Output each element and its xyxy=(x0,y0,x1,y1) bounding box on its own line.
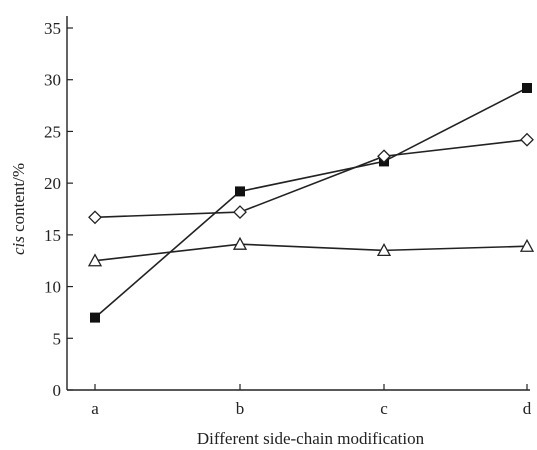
data-point-open-diamond xyxy=(88,210,102,225)
y-tick-label: 10 xyxy=(44,278,61,297)
y-ticks: 0 5 10 15 20 25 30 35 xyxy=(44,19,73,400)
y-tick-label: 0 xyxy=(53,381,62,400)
data-point-open-triangle xyxy=(232,236,248,250)
x-tick-label: c xyxy=(380,399,388,418)
x-axis-title: Different side-chain modification xyxy=(197,429,425,448)
data-point-open-diamond xyxy=(377,149,391,164)
series-line-filled-square xyxy=(94,87,528,319)
series-line-open-triangle xyxy=(94,243,528,262)
y-tick-label: 5 xyxy=(53,329,62,348)
y-tick-label: 25 xyxy=(44,122,61,141)
y-axis-title-rest: content/% xyxy=(9,163,28,236)
series-line-open-diamond xyxy=(94,138,528,219)
axes xyxy=(66,16,530,391)
series-filled-square xyxy=(90,82,532,323)
x-ticks: a b c d xyxy=(91,384,532,418)
x-tick-label: a xyxy=(91,399,99,418)
y-axis-title: cis content/% xyxy=(9,163,28,255)
y-axis-title-italic: cis xyxy=(9,236,28,255)
data-point-open-diamond xyxy=(233,205,247,220)
series-open-diamond xyxy=(88,132,534,225)
series-layer xyxy=(87,82,535,323)
y-tick-label: 30 xyxy=(44,71,61,90)
y-tick-label: 15 xyxy=(44,226,61,245)
y-tick-label: 35 xyxy=(44,19,61,38)
data-point-open-diamond xyxy=(520,132,534,147)
data-point-open-triangle xyxy=(87,253,103,267)
data-point-filled-square xyxy=(522,82,532,93)
data-point-open-triangle xyxy=(376,243,392,257)
y-tick-label: 20 xyxy=(44,174,61,193)
data-point-filled-square xyxy=(235,186,245,197)
data-point-open-triangle xyxy=(519,238,535,252)
data-point-filled-square xyxy=(90,312,100,323)
series-open-triangle xyxy=(87,236,535,267)
x-tick-label: b xyxy=(236,399,245,418)
x-tick-label: d xyxy=(523,399,532,418)
